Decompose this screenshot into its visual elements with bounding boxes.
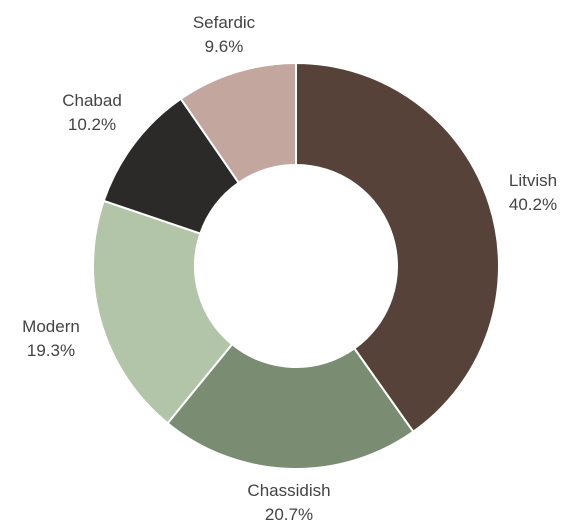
slice-value-modern: 19.3% [27,341,75,360]
slice-value-chassidish: 20.7% [265,505,313,524]
donut-slices [92,61,500,470]
slice-label-sefardic: Sefardic [193,13,256,32]
slice-chassidish [166,342,415,470]
slice-label-modern: Modern [22,317,80,336]
slice-value-chabad: 10.2% [68,115,116,134]
slice-sefardic [179,61,297,185]
slice-modern [92,199,234,425]
slice-value-sefardic: 9.6% [205,37,244,56]
slice-label-litvish: Litvish [509,171,557,190]
slice-label-chassidish: Chassidish [247,481,330,500]
slice-litvish [295,61,500,434]
slice-labels: Litvish 40.2% Chassidish 20.7% Modern 19.3% Ch… [22,13,557,524]
slice-value-litvish: 40.2% [509,195,557,214]
slice-label-chabad: Chabad [62,91,122,110]
